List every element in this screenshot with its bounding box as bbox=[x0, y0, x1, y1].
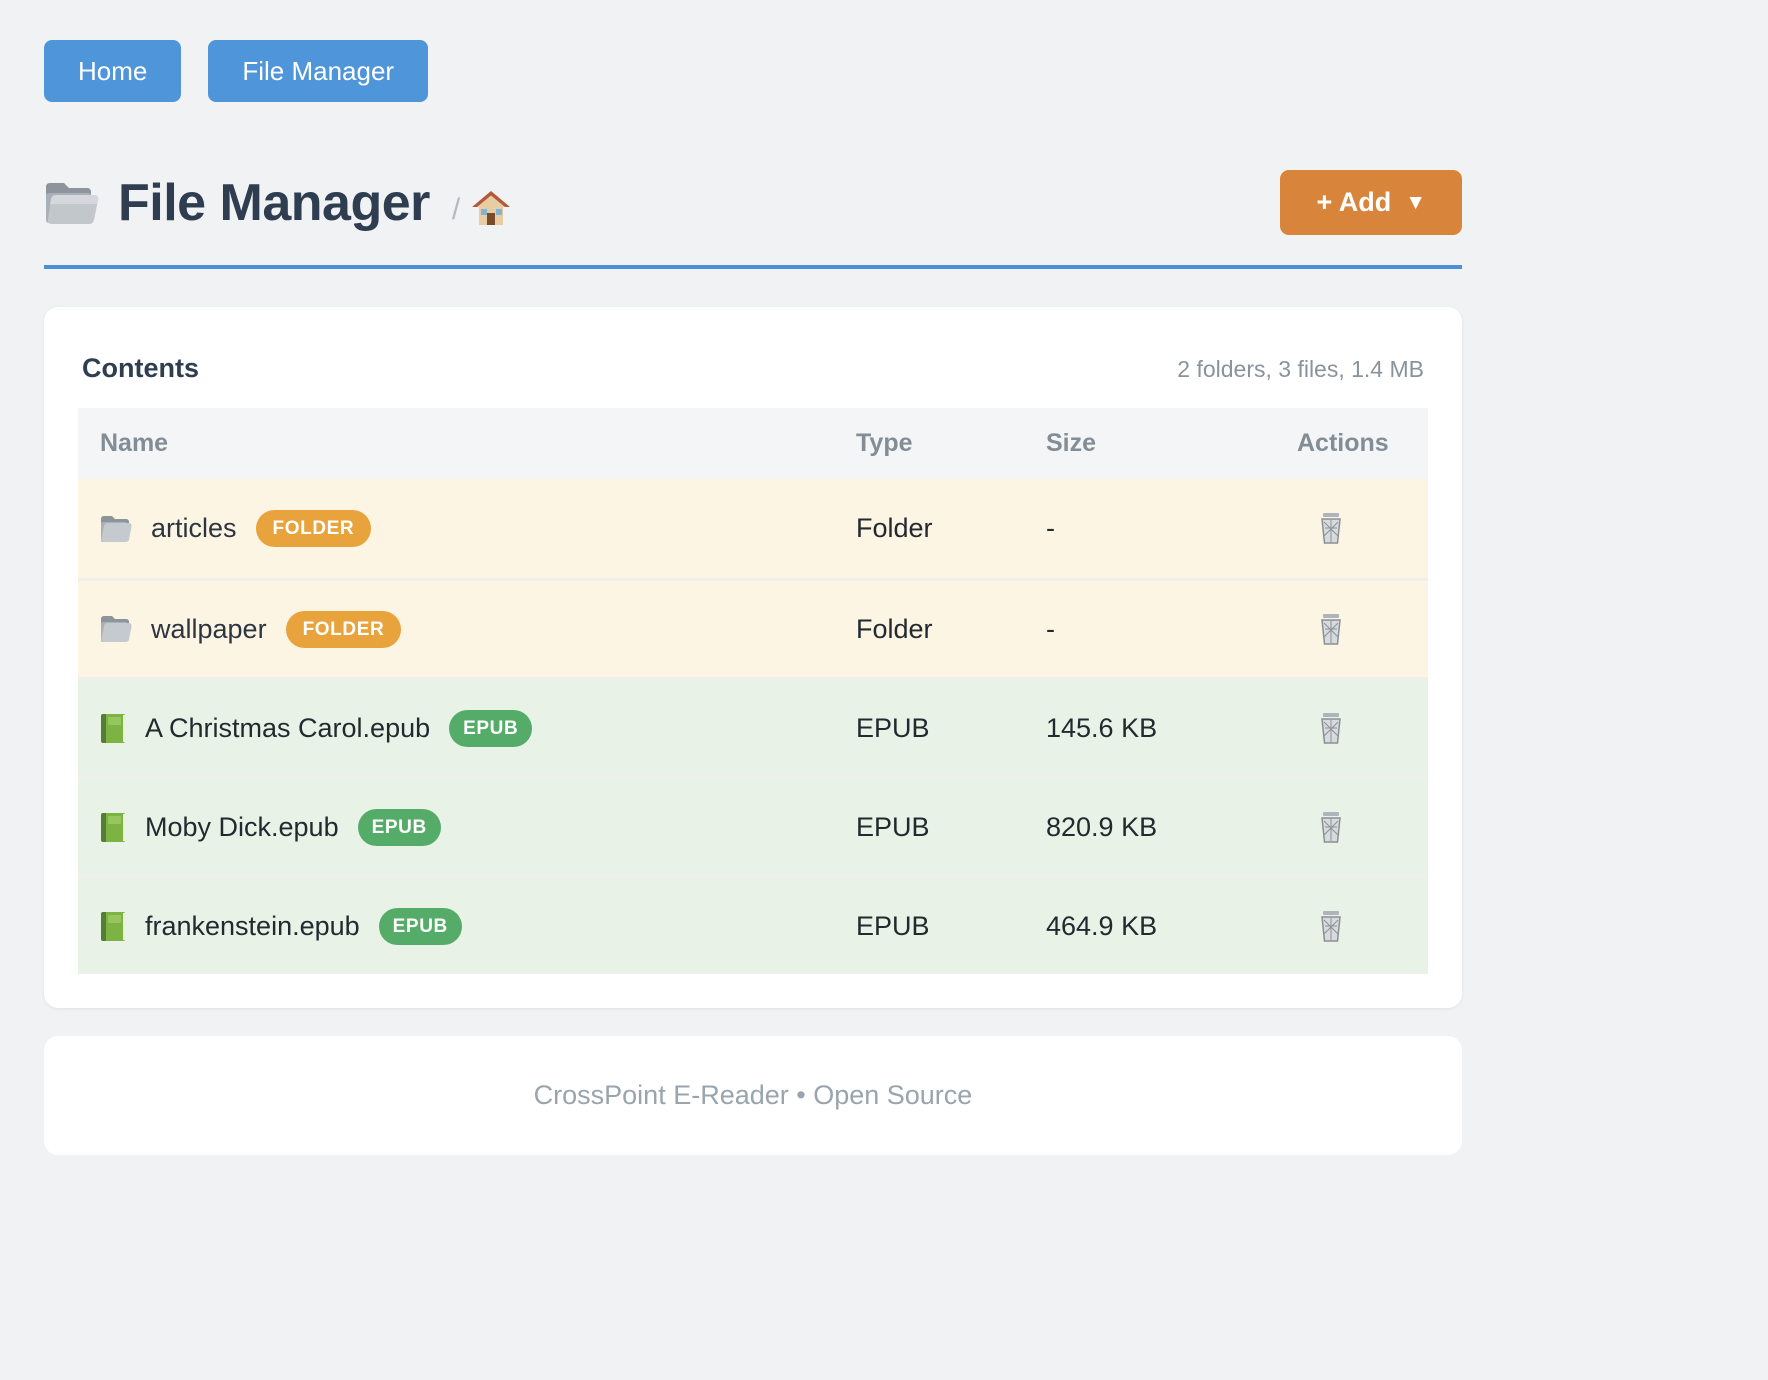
page-container: Home File Manager File Manager / bbox=[44, 0, 1462, 1155]
footer-card: CrossPoint E-Reader • Open Source bbox=[44, 1036, 1462, 1155]
delete-button[interactable] bbox=[1313, 508, 1349, 548]
folder-icon bbox=[46, 182, 99, 224]
contents-card: Contents 2 folders, 3 files, 1.4 MB Name… bbox=[44, 307, 1462, 1008]
trash-icon bbox=[1321, 910, 1341, 942]
file-type: Folder bbox=[856, 613, 933, 644]
breadcrumb-home-link[interactable] bbox=[472, 190, 511, 227]
nav-home-button[interactable]: Home bbox=[44, 40, 182, 102]
trash-icon bbox=[1321, 613, 1341, 645]
file-size: - bbox=[1046, 513, 1055, 543]
delete-button[interactable] bbox=[1313, 807, 1349, 847]
home-icon bbox=[472, 190, 511, 225]
actions-cell bbox=[1297, 609, 1428, 650]
file-size: - bbox=[1046, 613, 1055, 644]
contents-title: Contents bbox=[82, 353, 199, 383]
file-type: EPUB bbox=[856, 712, 930, 743]
actions-cell bbox=[1297, 807, 1428, 848]
type-badge: FOLDER bbox=[255, 510, 372, 547]
page-header: File Manager / + Add ▼ bbox=[44, 170, 1462, 235]
table-row: A Christmas Carol.epub EPUB EPUB 145.6 K… bbox=[78, 677, 1428, 776]
file-name: frankenstein.epub bbox=[145, 910, 360, 941]
file-name: Moby Dick.epub bbox=[145, 811, 339, 842]
breadcrumb-separator: / bbox=[451, 192, 461, 226]
file-size: 464.9 KB bbox=[1046, 910, 1158, 941]
type-badge: EPUB bbox=[449, 709, 533, 747]
green-book-icon bbox=[101, 713, 125, 743]
actions-cell bbox=[1297, 508, 1428, 549]
type-badge: EPUB bbox=[378, 907, 462, 945]
file-size: 145.6 KB bbox=[1046, 712, 1158, 743]
trash-icon bbox=[1321, 712, 1341, 744]
delete-button[interactable] bbox=[1313, 609, 1349, 649]
file-name: wallpaper bbox=[151, 613, 267, 644]
table-row: Moby Dick.epub EPUB EPUB 820.9 KB bbox=[78, 776, 1428, 875]
column-header-actions: Actions bbox=[1297, 429, 1389, 457]
header-divider bbox=[44, 265, 1462, 269]
table-row: frankenstein.epub EPUB EPUB 464.9 KB bbox=[78, 875, 1428, 974]
caret-down-icon: ▼ bbox=[1405, 191, 1426, 214]
column-header-size: Size bbox=[1046, 429, 1097, 457]
table-header-row: Name Type Size Actions bbox=[78, 408, 1428, 479]
table-row: wallpaper FOLDER Folder - bbox=[78, 578, 1428, 677]
page-title: File Manager bbox=[118, 173, 430, 232]
file-type: EPUB bbox=[856, 910, 930, 941]
top-nav: Home File Manager bbox=[44, 40, 1462, 102]
file-name-cell[interactable]: Moby Dick.epub EPUB bbox=[78, 808, 856, 846]
footer-text: CrossPoint E-Reader • Open Source bbox=[533, 1080, 973, 1110]
type-badge: FOLDER bbox=[285, 610, 402, 648]
file-type: Folder bbox=[856, 513, 933, 543]
contents-summary: 2 folders, 3 files, 1.4 MB bbox=[1177, 356, 1424, 382]
actions-cell bbox=[1297, 708, 1428, 749]
trash-icon bbox=[1321, 811, 1341, 843]
green-book-icon bbox=[101, 812, 125, 842]
trash-icon bbox=[1321, 513, 1341, 544]
file-name-cell[interactable]: A Christmas Carol.epub EPUB bbox=[78, 709, 856, 747]
add-button-label: + Add bbox=[1316, 187, 1392, 217]
column-header-name: Name bbox=[100, 429, 169, 457]
file-name: A Christmas Carol.epub bbox=[145, 712, 431, 743]
folder-icon bbox=[101, 515, 132, 542]
actions-cell bbox=[1297, 906, 1428, 947]
green-book-icon bbox=[101, 911, 125, 941]
folder-icon bbox=[101, 616, 132, 642]
table-row: articles FOLDER Folder - bbox=[78, 479, 1428, 578]
file-type: EPUB bbox=[856, 811, 930, 842]
file-name: articles bbox=[151, 513, 237, 543]
file-name-cell[interactable]: wallpaper FOLDER bbox=[78, 610, 856, 648]
column-header-type: Type bbox=[856, 429, 913, 457]
contents-card-header: Contents 2 folders, 3 files, 1.4 MB bbox=[78, 341, 1428, 408]
nav-file-manager-button[interactable]: File Manager bbox=[208, 40, 429, 102]
add-button[interactable]: + Add ▼ bbox=[1280, 170, 1462, 235]
delete-button[interactable] bbox=[1313, 708, 1349, 748]
title-wrap: File Manager / bbox=[44, 173, 511, 233]
file-name-cell[interactable]: articles FOLDER bbox=[78, 510, 856, 547]
file-size: 820.9 KB bbox=[1046, 811, 1158, 842]
delete-button[interactable] bbox=[1313, 906, 1349, 946]
type-badge: EPUB bbox=[357, 808, 441, 846]
file-name-cell[interactable]: frankenstein.epub EPUB bbox=[78, 907, 856, 945]
file-table: Name Type Size Actions articles FOLDER F… bbox=[78, 408, 1428, 974]
